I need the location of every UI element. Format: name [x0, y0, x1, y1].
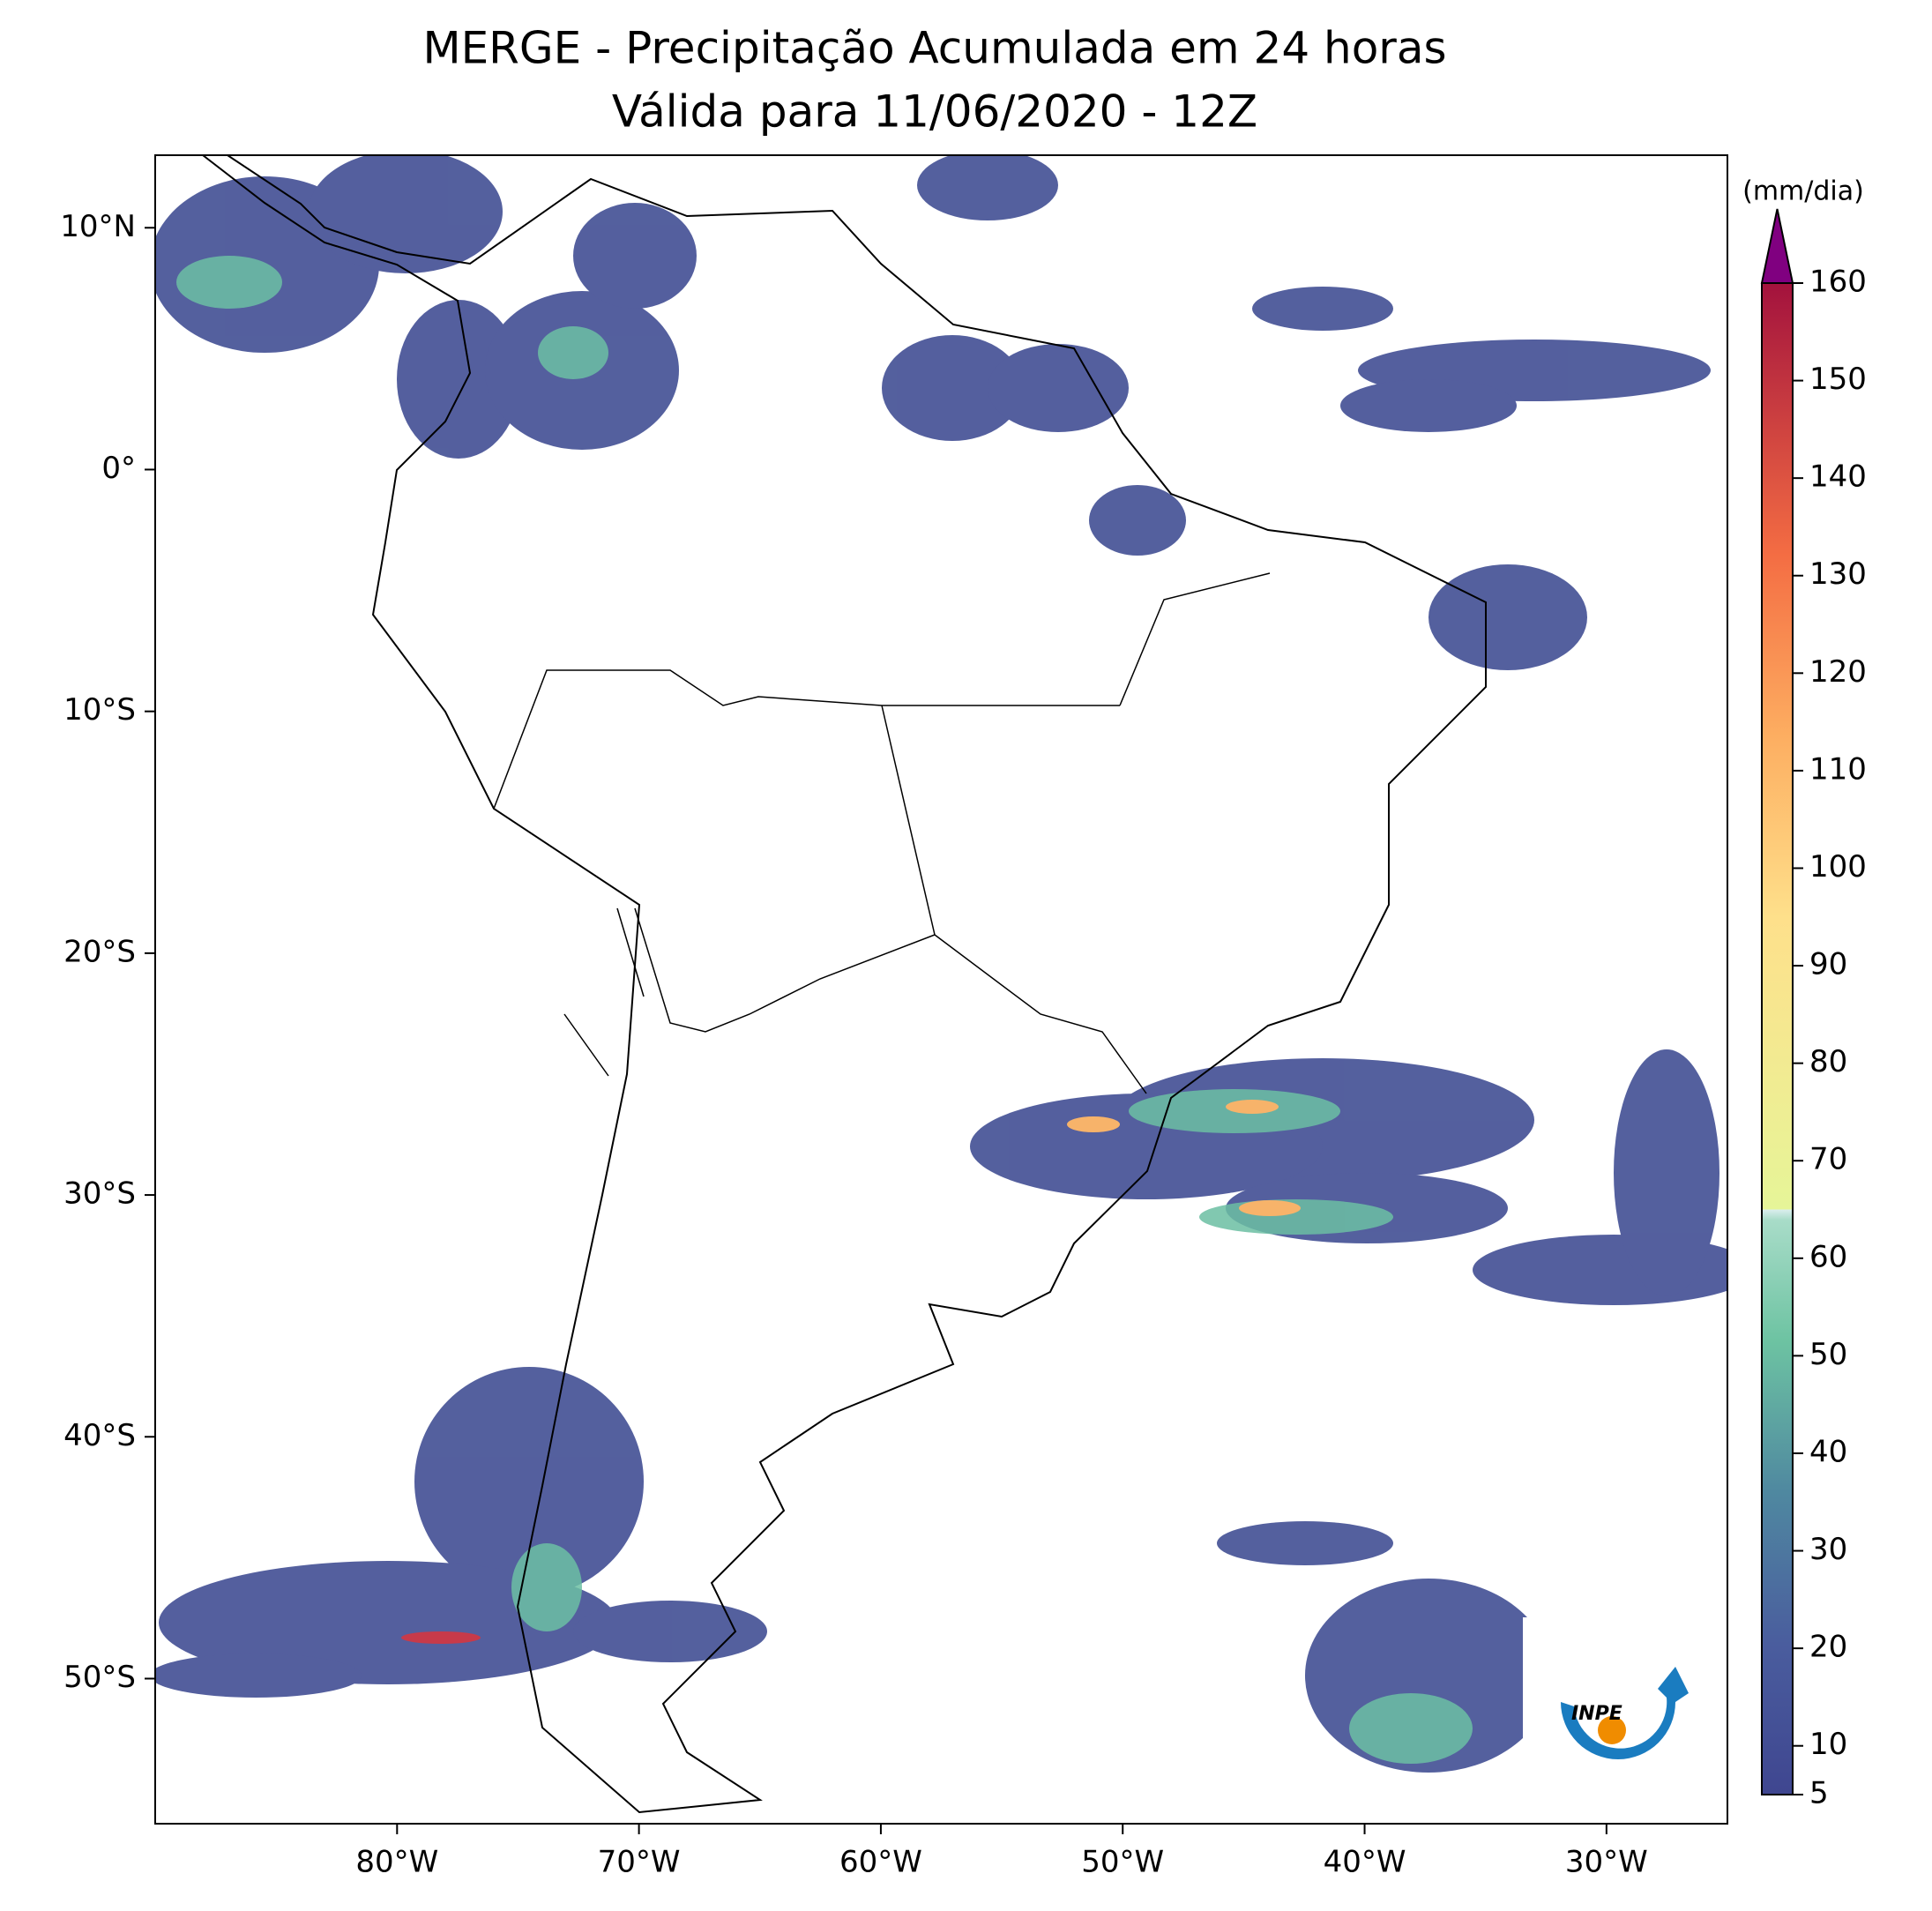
y-tick-label: 20°S: [63, 934, 136, 969]
colorbar-tick-label: 80: [1809, 1044, 1847, 1079]
x-tick-label: 50°W: [1081, 1845, 1164, 1880]
precipitation: [155, 155, 1727, 1814]
logo-arc: [1561, 1667, 1689, 1759]
logo-dot: [1598, 1716, 1626, 1744]
logo-text: INPE: [1571, 1703, 1622, 1725]
colorbar-tick-label: 20: [1809, 1630, 1847, 1665]
colorbar-tick-label: 10: [1809, 1727, 1847, 1762]
y-tick-label: 50°S: [63, 1660, 136, 1695]
coastline: [202, 155, 1487, 1814]
colorbar-tick-label: 130: [1809, 556, 1867, 592]
logo: INPE: [1523, 1617, 1710, 1799]
subtitle: Válida para 11/06/2020 - 12Z: [612, 86, 1257, 138]
y-tick-label: 30°S: [63, 1176, 136, 1212]
x-tick-label: 60°W: [839, 1845, 922, 1880]
colorbar-tick-label: 70: [1809, 1142, 1847, 1177]
x-tick-label: 40°W: [1324, 1845, 1406, 1880]
colorbar: [1761, 282, 1794, 1795]
colorbar-tick-label: 100: [1809, 849, 1867, 885]
y-tick-label: 40°S: [63, 1418, 136, 1453]
colorbar-tick-label: 90: [1809, 947, 1847, 982]
y-tick-label: 10°S: [63, 692, 136, 728]
colorbar-tick-label: 160: [1809, 265, 1867, 300]
colorbar-label: (mm/dia): [1742, 176, 1864, 207]
title: MERGE - Precipitação Acumulada em 24 hor…: [422, 23, 1446, 74]
colorbar-tick-label: 110: [1809, 751, 1867, 787]
borders: [493, 572, 1271, 1094]
y-tick-label: 10°N: [60, 209, 136, 244]
colorbar-tick-label: 5: [1809, 1776, 1829, 1811]
colorbar-tick-label: 150: [1809, 362, 1867, 397]
colorbar-tick-label: 140: [1809, 459, 1867, 495]
colorbar-tick-label: 60: [1809, 1239, 1847, 1274]
colorbar-tick-label: 40: [1809, 1434, 1847, 1469]
y-tick-label: 0°: [101, 451, 136, 486]
colorbar-tick-label: 50: [1809, 1337, 1847, 1372]
x-tick-label: 80°W: [355, 1845, 438, 1880]
x-tick-label: 70°W: [598, 1845, 681, 1880]
colorbar-tick-label: 120: [1809, 654, 1867, 690]
colorbar-tick-label: 30: [1809, 1532, 1847, 1567]
logo-box: [1523, 1617, 1710, 1799]
map-frame: [154, 154, 1728, 1825]
x-tick-label: 30°W: [1565, 1845, 1648, 1880]
colorbar-extend: [1760, 208, 1794, 284]
